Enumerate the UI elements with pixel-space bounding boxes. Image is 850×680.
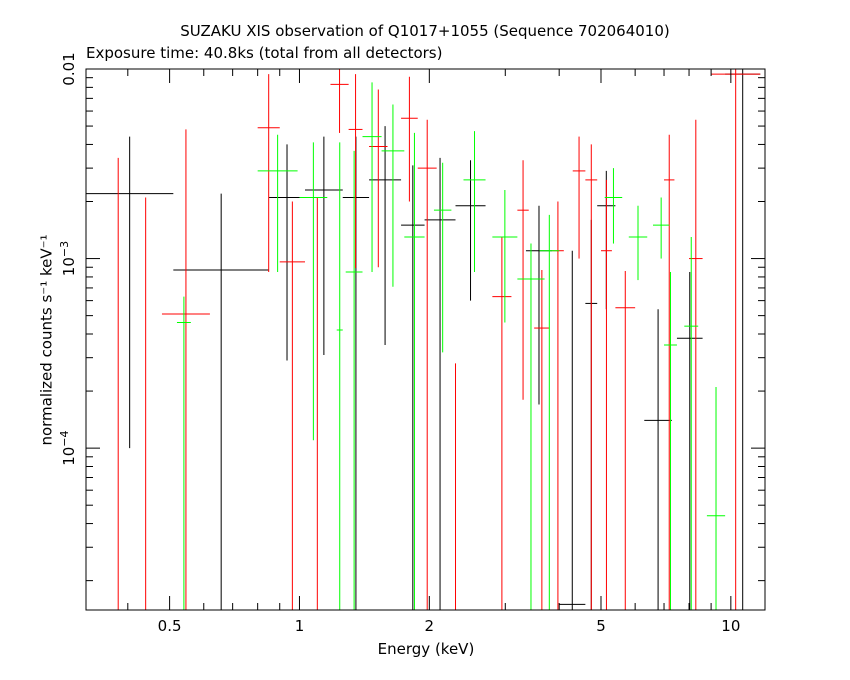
- data-point: [348, 74, 363, 269]
- data-point: [552, 201, 564, 610]
- chart-title: SUZAKU XIS observation of Q1017+1055 (Se…: [180, 22, 670, 40]
- data-point: [517, 160, 529, 400]
- y-tick-label: 10−4: [58, 430, 78, 465]
- data-point: [173, 193, 270, 610]
- data-point: [257, 134, 298, 272]
- data-point: [492, 189, 518, 323]
- data-point: [417, 119, 437, 610]
- data-point: [725, 69, 761, 610]
- data-point: [299, 142, 328, 441]
- data-point: [401, 76, 418, 202]
- data-point: [404, 132, 425, 610]
- data-point: [676, 271, 703, 610]
- data-point: [330, 69, 349, 133]
- data-point: [433, 162, 452, 353]
- data-point: [161, 129, 210, 610]
- x-tick-label: 0.5: [158, 617, 182, 635]
- y-tick-label-exponent: −4: [58, 430, 71, 446]
- data-point: [369, 126, 402, 345]
- data-point: [269, 144, 306, 361]
- data-point: [257, 74, 280, 272]
- data-point: [401, 165, 425, 610]
- data-point: [539, 214, 560, 610]
- y-tick-label: 0.01: [60, 52, 78, 85]
- data-point: [664, 271, 677, 610]
- data-point: [604, 168, 623, 244]
- y-tick-label: 10−3: [58, 241, 78, 276]
- series-1: [117, 69, 761, 610]
- data-point: [711, 69, 761, 610]
- data-point: [362, 82, 382, 272]
- data-point: [381, 104, 405, 287]
- y-tick-label-exponent: −3: [58, 241, 71, 257]
- y-tick-label-base: 10: [60, 447, 78, 466]
- series-0: [86, 69, 761, 610]
- x-tick-label: 1: [295, 617, 305, 635]
- data-point: [600, 179, 612, 610]
- data-point: [559, 250, 586, 610]
- data-point: [644, 309, 672, 610]
- data-point: [585, 144, 598, 610]
- data-point: [572, 136, 586, 259]
- data-point: [664, 134, 675, 610]
- data-point: [86, 136, 174, 449]
- data-point: [176, 296, 191, 610]
- chart-subtitle: Exposure time: 40.8ks (total from all de…: [86, 44, 443, 62]
- data-point: [345, 150, 363, 610]
- data-point: [628, 205, 648, 281]
- data-layer: [86, 69, 761, 610]
- x-tick-label: 10: [721, 617, 740, 635]
- data-point: [455, 160, 486, 301]
- data-point: [492, 236, 512, 610]
- data-point: [424, 157, 456, 610]
- data-point: [517, 243, 545, 610]
- y-tick-label-base: 10: [60, 257, 78, 276]
- plot-frame: [85, 68, 766, 611]
- data-point: [684, 236, 699, 610]
- data-point: [463, 131, 486, 272]
- x-tick-label: 5: [596, 617, 606, 635]
- data-point: [305, 136, 343, 355]
- x-tick-label: 2: [425, 617, 435, 635]
- data-point: [615, 270, 636, 610]
- data-point: [534, 270, 550, 610]
- data-point: [706, 387, 726, 610]
- series-2: [176, 82, 726, 610]
- x-axis-label: Energy (keV): [377, 640, 475, 658]
- data-point: [336, 142, 343, 610]
- data-point: [525, 205, 553, 405]
- data-point: [652, 197, 670, 259]
- data-point: [279, 201, 306, 610]
